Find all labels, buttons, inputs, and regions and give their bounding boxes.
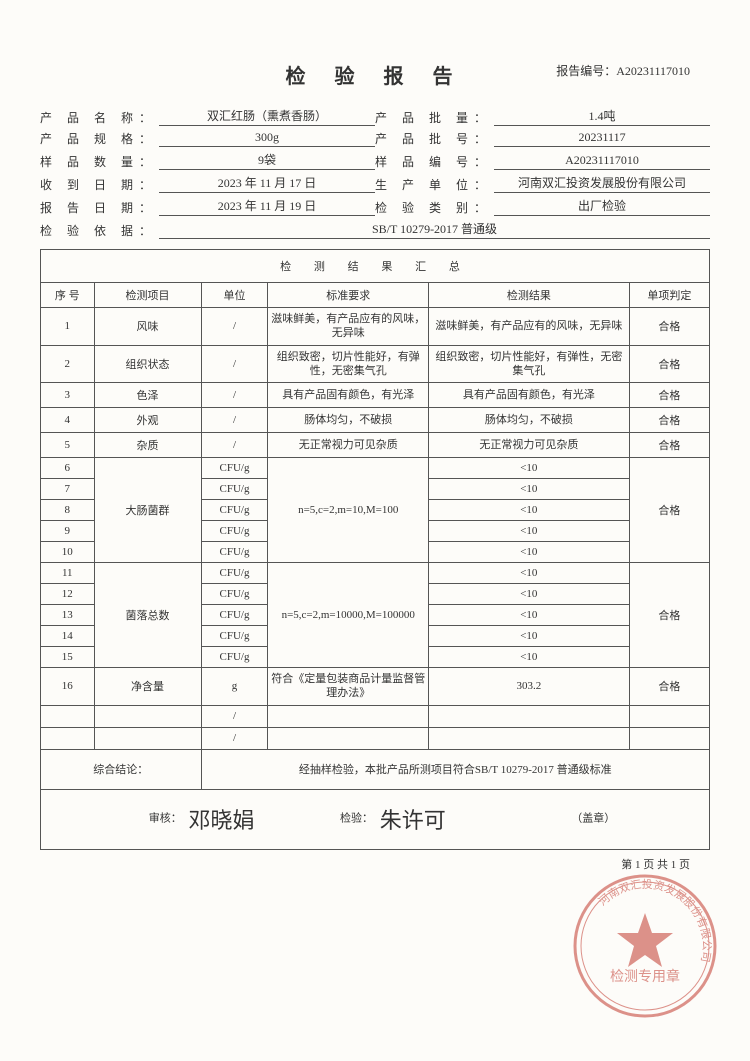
report-number: 报告编号：A20231117010 xyxy=(556,62,690,79)
table-row: 5杂质/无正常视力可见杂质无正常视力可见杂质合格 xyxy=(41,433,710,458)
report-number-value: A20231117010 xyxy=(616,64,690,78)
table-row: 6大肠菌群CFU/gn=5,c=2,m=10,M=100<10合格 xyxy=(41,458,710,479)
seal-label: （盖章） xyxy=(571,813,615,825)
audit-signature: 邓晓娟 xyxy=(188,803,254,835)
conclusion-row: 综合结论： 经抽样检验，本批产品所测项目符合SB/T 10279-2017 普通… xyxy=(41,749,710,789)
svg-text:检测专用章: 检测专用章 xyxy=(610,968,680,985)
meta-block: 产 品 名 称：双汇红肠（熏煮香肠） 产 品 批 量：1.4吨 产 品 规 格：… xyxy=(40,107,710,239)
meta-value: 300g xyxy=(159,130,375,147)
report-number-label: 报告编号： xyxy=(556,64,616,78)
meta-label: 产 品 批 号： xyxy=(375,130,494,147)
meta-label: 收 到 日 期： xyxy=(40,176,159,193)
meta-value: 双汇红肠（熏煮香肠） xyxy=(159,107,375,126)
meta-label: 检 验 类 别： xyxy=(375,199,494,216)
table-row: / xyxy=(41,705,710,727)
svg-text:河南双汇投资发展股份有限公司: 河南双汇投资发展股份有限公司 xyxy=(596,877,713,963)
meta-label: 产 品 批 量： xyxy=(375,109,494,126)
table-row: 16净含量g符合《定量包装商品计量监督管理办法》303.2合格 xyxy=(41,668,710,706)
table-row: 2组织状态/组织致密，切片性能好，有弹性，无密集气孔组织致密，切片性能好，有弹性… xyxy=(41,345,710,383)
table-header-row: 序 号 检测项目 单位 标准要求 检测结果 单项判定 xyxy=(41,283,710,308)
meta-value: 1.4吨 xyxy=(494,107,710,126)
meta-value: 20231117 xyxy=(494,130,710,147)
th-item: 检测项目 xyxy=(94,283,201,308)
conclusion-text: 经抽样检验，本批产品所测项目符合SB/T 10279-2017 普通级标准 xyxy=(201,749,709,789)
meta-value: 出厂检验 xyxy=(494,197,710,216)
results-table: 检 测 结 果 汇 总 序 号 检测项目 单位 标准要求 检测结果 单项判定 1… xyxy=(40,249,710,850)
meta-label: 产 品 名 称： xyxy=(40,109,159,126)
meta-value: 2023 年 11 月 17 日 xyxy=(159,174,375,193)
meta-label: 生 产 单 位： xyxy=(375,176,494,193)
meta-value: 2023 年 11 月 19 日 xyxy=(159,197,375,216)
signature-row: 审核： 邓晓娟 检验： 朱许可 （盖章） xyxy=(41,789,710,849)
meta-label: 样 品 数 量： xyxy=(40,153,159,170)
table-row: 1风味/滋味鲜美，有产品应有的风味，无异味滋味鲜美，有产品应有的风味，无异味合格 xyxy=(41,308,710,346)
th-no: 序 号 xyxy=(41,283,95,308)
table-title: 检 测 结 果 汇 总 xyxy=(41,250,710,283)
check-signature: 朱许可 xyxy=(380,803,446,835)
stamp-icon: 河南双汇投资发展股份有限公司 检测专用章 xyxy=(570,871,720,1021)
meta-value: A20231117010 xyxy=(494,153,710,170)
table-row: 11菌落总数CFU/gn=5,c=2,m=10000,M=100000<10合格 xyxy=(41,563,710,584)
table-row: / xyxy=(41,727,710,749)
meta-label: 检 验 依 据： xyxy=(40,222,159,239)
th-verdict: 单项判定 xyxy=(629,283,709,308)
page-number: 第 1 页 共 1 页 xyxy=(40,856,710,872)
meta-value: 河南双汇投资发展股份有限公司 xyxy=(494,174,710,193)
th-req: 标准要求 xyxy=(268,283,429,308)
th-unit: 单位 xyxy=(201,283,268,308)
conclusion-label: 综合结论： xyxy=(41,749,202,789)
check-label: 检验： xyxy=(340,813,373,825)
th-res: 检测结果 xyxy=(428,283,629,308)
audit-label: 审核： xyxy=(149,813,182,825)
meta-label: 报 告 日 期： xyxy=(40,199,159,216)
table-row: 4外观/肠体均匀，不破损肠体均匀，不破损合格 xyxy=(41,408,710,433)
meta-label: 产 品 规 格： xyxy=(40,130,159,147)
meta-value: SB/T 10279-2017 普通级 xyxy=(159,220,710,239)
meta-value: 9袋 xyxy=(159,151,375,170)
table-row: 3色泽/具有产品固有颜色，有光泽具有产品固有颜色，有光泽合格 xyxy=(41,383,710,408)
meta-label: 样 品 编 号： xyxy=(375,153,494,170)
